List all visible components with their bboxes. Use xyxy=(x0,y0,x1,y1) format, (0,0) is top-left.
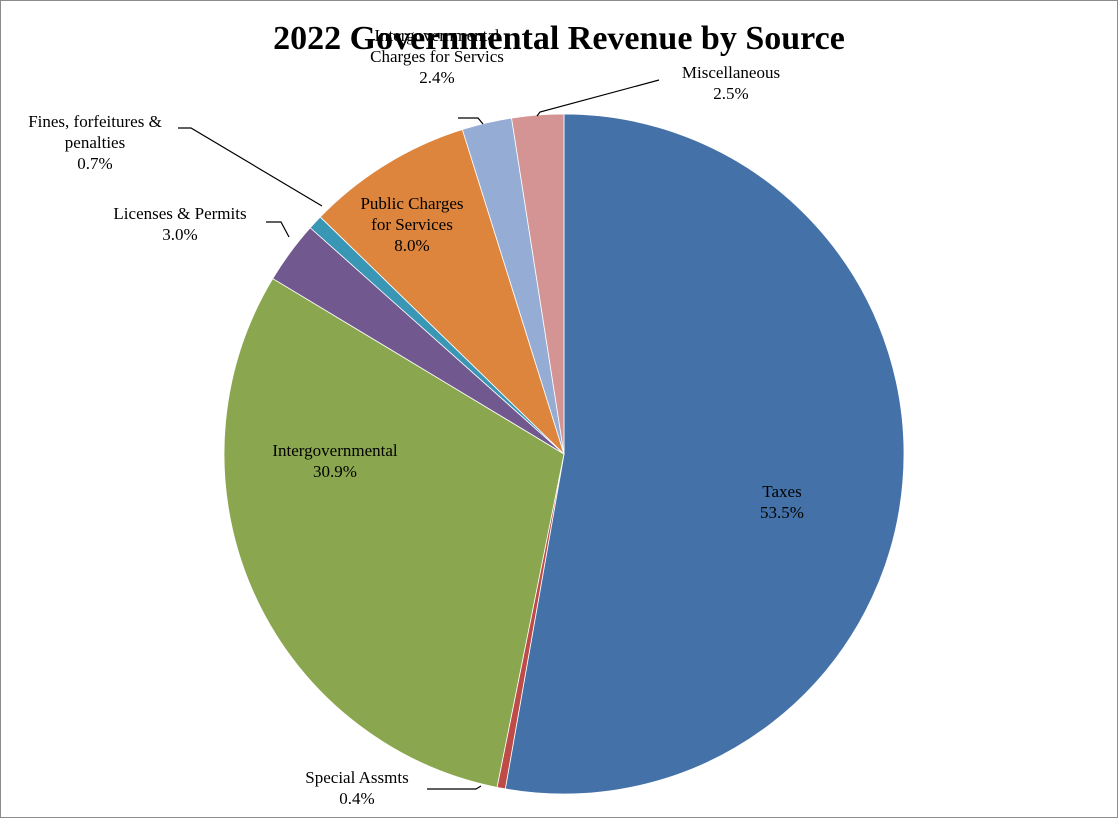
data-label-percent: 3.0% xyxy=(162,225,197,244)
data-label-category: Miscellaneous xyxy=(682,63,780,82)
slice-intergovernmental xyxy=(223,278,565,788)
data-label-percent: 2.5% xyxy=(713,84,748,103)
leader-line-fines-forfeitures-penalties xyxy=(178,127,323,207)
data-label-intergovernmental-charges-for-servics: Intergovernmental Charges for Servics 2.4% xyxy=(370,26,504,87)
data-label-licenses-permits: Licenses & Permits 3.0% xyxy=(113,204,246,244)
data-label-public-charges-for-services: Public Charges for Services 8.0% xyxy=(360,194,463,255)
data-label-category: Intergovernmental xyxy=(374,26,500,45)
data-label-intergovernmental: Intergovernmental 30.9% xyxy=(272,441,398,481)
leader-line-licenses-permits xyxy=(266,221,290,238)
data-label-percent: 2.4% xyxy=(419,68,454,87)
data-label-miscellaneous: Miscellaneous 2.5% xyxy=(682,63,780,103)
data-label-category: Taxes xyxy=(762,482,801,501)
data-label-percent: 30.9% xyxy=(313,462,357,481)
data-label-special-assmts: Special Assmts 0.4% xyxy=(305,768,408,808)
leader-line-special-assmts xyxy=(427,785,482,790)
data-label-taxes: Taxes 53.5% xyxy=(760,482,804,522)
leader-line-miscellaneous xyxy=(536,79,660,117)
data-label-category: Charges for Servics xyxy=(370,47,504,66)
data-label-category: Fines, forfeitures & xyxy=(28,112,162,131)
data-label-percent: 8.0% xyxy=(394,236,429,255)
data-label-category: penalties xyxy=(65,133,125,152)
slice-public-charges-for-services xyxy=(319,129,565,455)
data-label-percent: 53.5% xyxy=(760,503,804,522)
data-label-percent: 0.7% xyxy=(77,154,112,173)
chart-title: 2022 Governmental Revenue by Source xyxy=(273,20,845,57)
data-label-category: Special Assmts xyxy=(305,768,408,787)
data-label-fines-forfeitures-penalties: Fines, forfeitures & penalties 0.7% xyxy=(28,112,162,173)
leader-line-intergovernmental-charges-for-servics xyxy=(458,117,484,125)
data-label-percent: 0.4% xyxy=(339,789,374,808)
data-label-category: Public Charges xyxy=(360,194,463,213)
data-label-category: Intergovernmental xyxy=(272,441,398,460)
data-label-category: Licenses & Permits xyxy=(113,204,246,223)
data-label-category: for Services xyxy=(371,215,453,234)
slice-taxes xyxy=(504,113,905,795)
